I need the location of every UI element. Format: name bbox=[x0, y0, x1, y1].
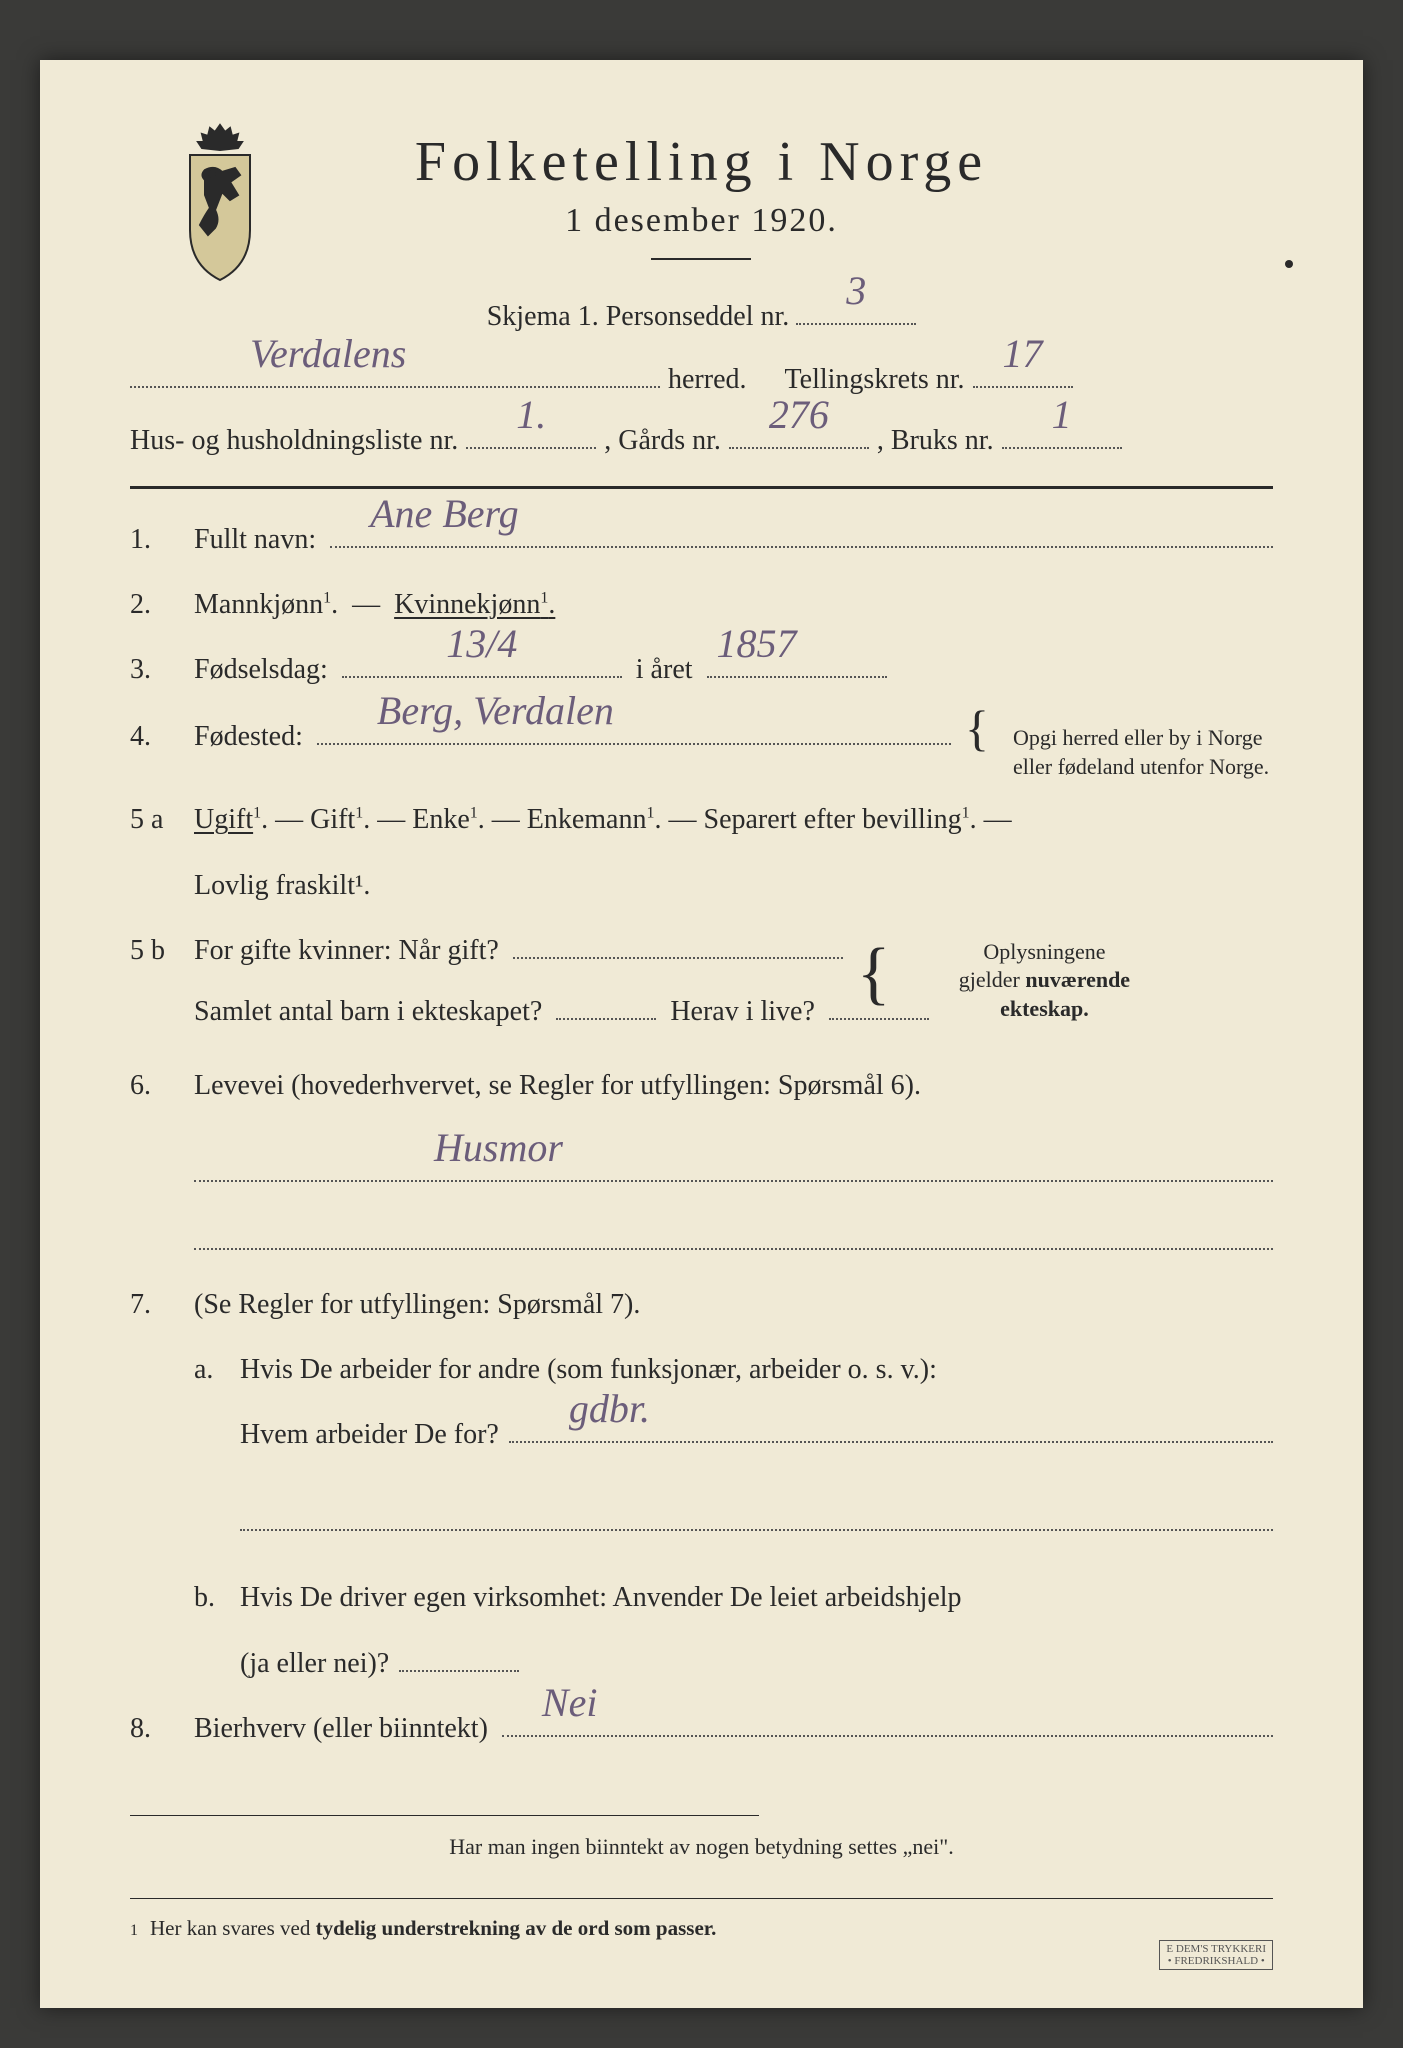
q5b-l2b: Herav i live? bbox=[670, 985, 815, 1038]
main-title: Folketelling i Norge bbox=[415, 130, 988, 194]
q3-label: Fødselsdag: bbox=[194, 643, 328, 696]
bruks-nr: 1 bbox=[1052, 377, 1072, 453]
subtitle: 1 desember 1920. bbox=[415, 202, 988, 240]
q4-value: Berg, Verdalen bbox=[377, 673, 614, 749]
q7a-l2: Hvem arbeider De for? bbox=[240, 1408, 499, 1461]
skjema-label: Skjema 1. Personseddel nr. bbox=[487, 301, 790, 332]
q5a-line2: Lovlig fraskilt¹. bbox=[194, 859, 1273, 912]
q8-label: Bierhverv (eller biinntekt) bbox=[194, 1702, 488, 1755]
q3-num: 3. bbox=[130, 643, 180, 696]
q5a-text: Ugift1. — Gift1. — Enke1. — Enkemann1. —… bbox=[194, 793, 1012, 846]
title-block: Folketelling i Norge 1 desember 1920. bbox=[415, 130, 988, 260]
q7a: a. Hvis De arbeider for andre (som funks… bbox=[194, 1343, 1273, 1559]
census-form-page: Folketelling i Norge 1 desember 1920. Sk… bbox=[40, 60, 1363, 2008]
herred-label: herred. bbox=[668, 353, 747, 406]
q2-num: 2. bbox=[130, 578, 180, 631]
q7a-l1: Hvis De arbeider for andre (som funksjon… bbox=[240, 1343, 1273, 1396]
liste-nr: 1. bbox=[516, 377, 546, 453]
q8-value: Nei bbox=[542, 1665, 598, 1741]
coat-of-arms-icon bbox=[160, 120, 280, 295]
q5a-num: 5 a bbox=[130, 793, 180, 846]
printer-stamp: E DEM'S TRYKKERI• FREDRIKSHALD • bbox=[1159, 1940, 1273, 1970]
q8-row: 8. Bierhverv (eller biinntekt) Nei bbox=[130, 1702, 1273, 1755]
q4-note: Opgi herred eller by i Norge eller fødel… bbox=[1013, 724, 1273, 781]
footnote: 1 Her kan svares ved tydelig understrekn… bbox=[130, 1909, 1273, 1949]
q3-year-label: i året bbox=[636, 643, 693, 696]
q7a-value: gdbr. bbox=[569, 1371, 650, 1447]
q4-row: 4. Fødested: Berg, Verdalen { Opgi herre… bbox=[130, 708, 1273, 781]
q4-label: Fødested: bbox=[194, 710, 303, 763]
q7b-letter: b. bbox=[194, 1571, 224, 1689]
q1-num: 1. bbox=[130, 513, 180, 566]
q2-male: Mannkjønn1. bbox=[194, 578, 338, 631]
q6-num: 6. bbox=[130, 1059, 180, 1112]
q6-value: Husmor bbox=[434, 1110, 563, 1186]
q7a-letter: a. bbox=[194, 1343, 224, 1559]
q3-day: 13/4 bbox=[446, 606, 517, 682]
q1-value: Ane Berg bbox=[370, 476, 518, 552]
header: Folketelling i Norge 1 desember 1920. bbox=[130, 130, 1273, 260]
footnote-num: 1 bbox=[130, 1916, 138, 1946]
footnote-sep bbox=[130, 1898, 1273, 1899]
q6-text: Levevei (hovederhvervet, se Regler for u… bbox=[194, 1059, 921, 1112]
brace-icon: { bbox=[965, 708, 989, 748]
q2-sep: — bbox=[352, 578, 380, 631]
q7-row: 7. (Se Regler for utfyllingen: Spørsmål … bbox=[130, 1278, 1273, 1331]
q7-text: (Se Regler for utfyllingen: Spørsmål 7). bbox=[194, 1278, 640, 1331]
gards-label: , Gårds nr. bbox=[604, 414, 721, 467]
title-rule bbox=[651, 258, 751, 260]
q5b-l1: For gifte kvinner: Når gift? bbox=[194, 924, 499, 977]
footnote-sep-short bbox=[130, 1815, 759, 1816]
q5b-note: Oplysningenegjelder nuværendeekteskap. bbox=[914, 938, 1174, 1024]
q5b-l2a: Samlet antal barn i ekteskapet? bbox=[194, 985, 542, 1038]
q7b-l1: Hvis De driver egen virksomhet: Anvender… bbox=[240, 1571, 1273, 1624]
liste-label: Hus- og husholdningsliste nr. bbox=[130, 414, 458, 467]
q7-num: 7. bbox=[130, 1278, 180, 1331]
q7b: b. Hvis De driver egen virksomhet: Anven… bbox=[194, 1571, 1273, 1689]
q1-row: 1. Fullt navn: Ane Berg bbox=[130, 513, 1273, 566]
form-area: Skjema 1. Personseddel nr. 3 Verdalens h… bbox=[130, 290, 1273, 1949]
herred-line: Verdalens herred. Tellingskrets nr. 17 bbox=[130, 353, 1273, 406]
section-rule bbox=[130, 486, 1273, 489]
ink-dot bbox=[1285, 260, 1293, 268]
q1-label: Fullt navn: bbox=[194, 513, 316, 566]
krets-nr: 17 bbox=[1003, 316, 1043, 392]
footnote-text: Her kan svares ved tydelig understreknin… bbox=[150, 1909, 716, 1949]
q6-fill: Husmor bbox=[194, 1142, 1273, 1250]
gards-nr: 276 bbox=[769, 377, 829, 453]
q4-num: 4. bbox=[130, 710, 180, 763]
q8-num: 8. bbox=[130, 1702, 180, 1755]
q2-row: 2. Mannkjønn1. — Kvinnekjønn1. bbox=[130, 578, 1273, 631]
bruks-label: , Bruks nr. bbox=[877, 414, 994, 467]
q6-row: 6. Levevei (hovederhvervet, se Regler fo… bbox=[130, 1059, 1273, 1112]
q3-row: 3. Fødselsdag: 13/4 i året 1857 bbox=[130, 643, 1273, 696]
q7b-l2: (ja eller nei)? bbox=[240, 1637, 389, 1690]
q5a-row: 5 a Ugift1. — Gift1. — Enke1. — Enkemann… bbox=[130, 793, 1273, 846]
footnote-instr: Har man ingen biinntekt av nogen betydni… bbox=[130, 1826, 1273, 1868]
herred-value: Verdalens bbox=[250, 316, 406, 392]
person-nr: 3 bbox=[846, 253, 866, 329]
liste-line: Hus- og husholdningsliste nr. 1. , Gårds… bbox=[130, 414, 1273, 467]
q3-year: 1857 bbox=[717, 606, 797, 682]
q5b-num: 5 b bbox=[130, 924, 180, 977]
